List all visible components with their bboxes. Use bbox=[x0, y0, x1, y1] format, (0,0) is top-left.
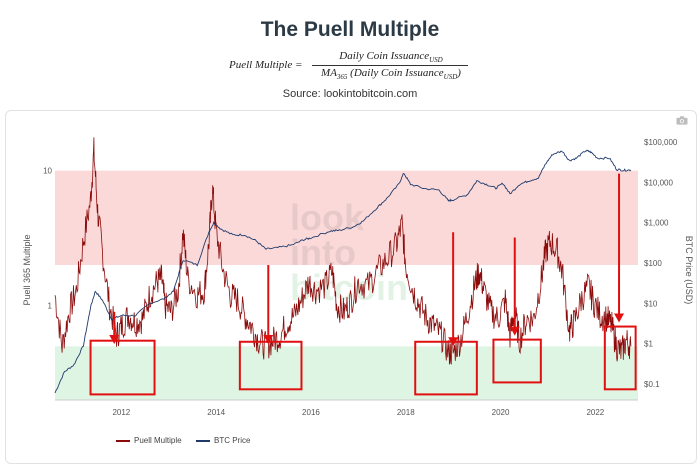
chart-title: The Puell Multiple bbox=[260, 18, 440, 41]
highlight-box bbox=[492, 338, 542, 384]
y-right-tick-label: $0.1 bbox=[644, 380, 660, 389]
y-right-tick-label: $100 bbox=[644, 259, 662, 268]
formula-fraction-bar bbox=[312, 65, 468, 66]
x-tick-label: 2014 bbox=[207, 408, 225, 417]
band-overvalued bbox=[55, 170, 638, 265]
band-undervalued bbox=[55, 346, 638, 400]
formula-denominator: MA365 (Daily Coin IssuanceUSD) bbox=[321, 67, 461, 82]
y-right-tick-label: $10 bbox=[644, 299, 658, 308]
legend-puell[interactable]: Puell Multiple bbox=[116, 436, 182, 445]
x-tick-label: 2020 bbox=[492, 408, 510, 417]
highlight-box bbox=[603, 325, 637, 391]
legend-btc-swatch bbox=[196, 439, 210, 442]
watermark-word: look bbox=[290, 197, 365, 238]
y-right-tick-label: $100,000 bbox=[644, 138, 678, 147]
arrow-head bbox=[109, 334, 120, 344]
y-right-tick-label: $1 bbox=[644, 340, 653, 349]
x-tick-label: 2016 bbox=[302, 408, 320, 417]
arrow-head bbox=[263, 334, 274, 344]
x-tick-label: 2018 bbox=[397, 408, 415, 417]
x-tick-label: 2012 bbox=[112, 408, 130, 417]
formula-lhs: Puell Multiple = bbox=[229, 59, 303, 71]
legend-puell-label: Puell Multiple bbox=[134, 436, 182, 445]
y-left-tick-label: 10 bbox=[43, 167, 52, 176]
arrow-head bbox=[614, 313, 625, 323]
x-tick-label: 2022 bbox=[586, 408, 604, 417]
y-right-tick-label: $10,000 bbox=[644, 178, 673, 187]
puell-formula: Puell Multiple = Daily Coin IssuanceUSD … bbox=[0, 50, 700, 82]
puell-line bbox=[54, 137, 632, 365]
legend-btc[interactable]: BTC Price bbox=[196, 436, 250, 445]
arrow-head bbox=[509, 326, 520, 336]
btc-series bbox=[54, 149, 632, 394]
y-axis-label-right: BTC Price (USD) bbox=[684, 236, 694, 305]
axis-ticks: 2012 2014 2016 2018 2020 2022 10 1 $100,000 $10,0… bbox=[43, 138, 678, 417]
watermark: lookintobitcoin bbox=[290, 197, 408, 308]
formula-numerator: Daily Coin IssuanceUSD bbox=[339, 50, 443, 65]
watermark-word: bitcoin bbox=[290, 267, 408, 308]
puell-series bbox=[54, 137, 632, 365]
annotations bbox=[89, 173, 637, 396]
highlight-box bbox=[238, 340, 303, 391]
highlight-box bbox=[89, 339, 156, 396]
y-left-tick-label: 1 bbox=[48, 302, 53, 311]
highlight-box bbox=[414, 340, 478, 396]
legend-btc-label: BTC Price bbox=[214, 436, 251, 445]
watermark-word: into bbox=[290, 232, 356, 273]
chart-frame bbox=[5, 110, 697, 464]
legend-puell-swatch bbox=[116, 439, 130, 442]
y-right-tick-label: $1,000 bbox=[644, 219, 669, 228]
btc-line bbox=[54, 149, 632, 394]
source-text: Source: lookintobitcoin.com bbox=[282, 88, 418, 100]
y-axis-label-left: Puell 365 Multiple bbox=[22, 234, 32, 305]
camera-icon[interactable] bbox=[676, 116, 688, 125]
